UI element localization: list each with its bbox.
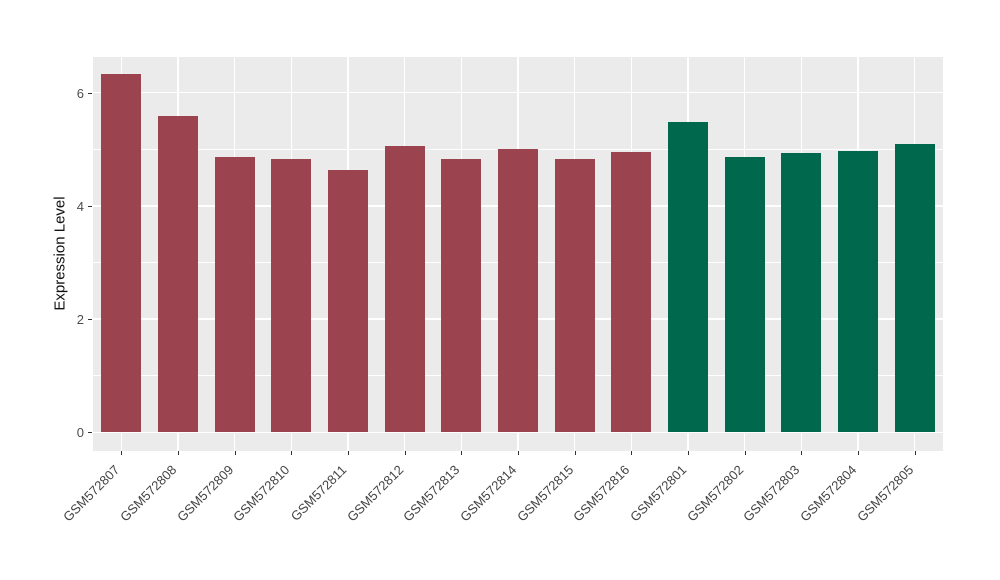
x-tick-mark xyxy=(574,451,576,455)
bar xyxy=(554,158,595,433)
x-tick-mark xyxy=(348,451,349,455)
bar xyxy=(101,73,142,433)
bar xyxy=(384,145,425,433)
x-tick-mark xyxy=(291,451,293,455)
bar xyxy=(611,151,652,433)
plot-panel xyxy=(93,57,943,451)
x-tick-label: GSM572816 xyxy=(570,462,633,525)
x-tick-mark xyxy=(404,451,406,455)
x-tick-mark xyxy=(801,451,803,455)
x-tick-label: GSM572807 xyxy=(60,462,123,525)
x-tick-label: GSM572808 xyxy=(117,462,180,525)
x-tick-mark xyxy=(631,451,633,455)
bar xyxy=(498,149,538,433)
x-tick-mark xyxy=(234,451,236,455)
y-tick-mark xyxy=(88,205,92,207)
bar xyxy=(724,157,765,433)
x-tick-mark xyxy=(688,451,689,455)
x-tick-label: GSM572809 xyxy=(173,462,236,525)
x-tick-label: GSM572815 xyxy=(513,462,576,525)
x-tick-label: GSM572805 xyxy=(853,462,916,525)
bar xyxy=(894,143,935,433)
x-tick-label: GSM572811 xyxy=(287,462,350,524)
x-tick-mark xyxy=(744,451,746,455)
bar xyxy=(214,157,255,433)
y-tick-mark xyxy=(88,92,92,94)
x-tick-mark xyxy=(121,451,123,455)
y-tick-label: 2 xyxy=(76,312,84,328)
y-tick-label: 6 xyxy=(76,85,84,101)
y-tick-label: 4 xyxy=(76,198,84,214)
x-tick-label: GSM572813 xyxy=(400,462,463,525)
y-tick-mark xyxy=(88,432,92,434)
y-axis-title: Expression Level xyxy=(51,196,69,311)
bar xyxy=(328,170,368,433)
x-tick-label: GSM572803 xyxy=(740,462,803,525)
x-tick-label: GSM572804 xyxy=(797,462,860,525)
x-tick-label: GSM572801 xyxy=(627,462,690,525)
bar xyxy=(441,158,482,433)
y-tick-label: 0 xyxy=(76,425,84,441)
bar xyxy=(271,158,312,433)
x-tick-mark xyxy=(178,451,179,455)
x-tick-label: GSM572810 xyxy=(230,462,293,525)
x-tick-label: GSM572802 xyxy=(683,462,746,525)
y-tick-mark xyxy=(88,319,92,321)
x-tick-mark xyxy=(858,451,859,455)
x-tick-label: GSM572814 xyxy=(457,462,520,525)
x-tick-mark xyxy=(914,451,916,455)
x-tick-mark xyxy=(518,451,519,455)
bar xyxy=(838,150,878,433)
bar xyxy=(781,152,822,433)
bar xyxy=(158,116,198,433)
x-tick-label: GSM572812 xyxy=(343,462,406,525)
bar xyxy=(668,122,708,433)
x-tick-mark xyxy=(461,451,463,455)
